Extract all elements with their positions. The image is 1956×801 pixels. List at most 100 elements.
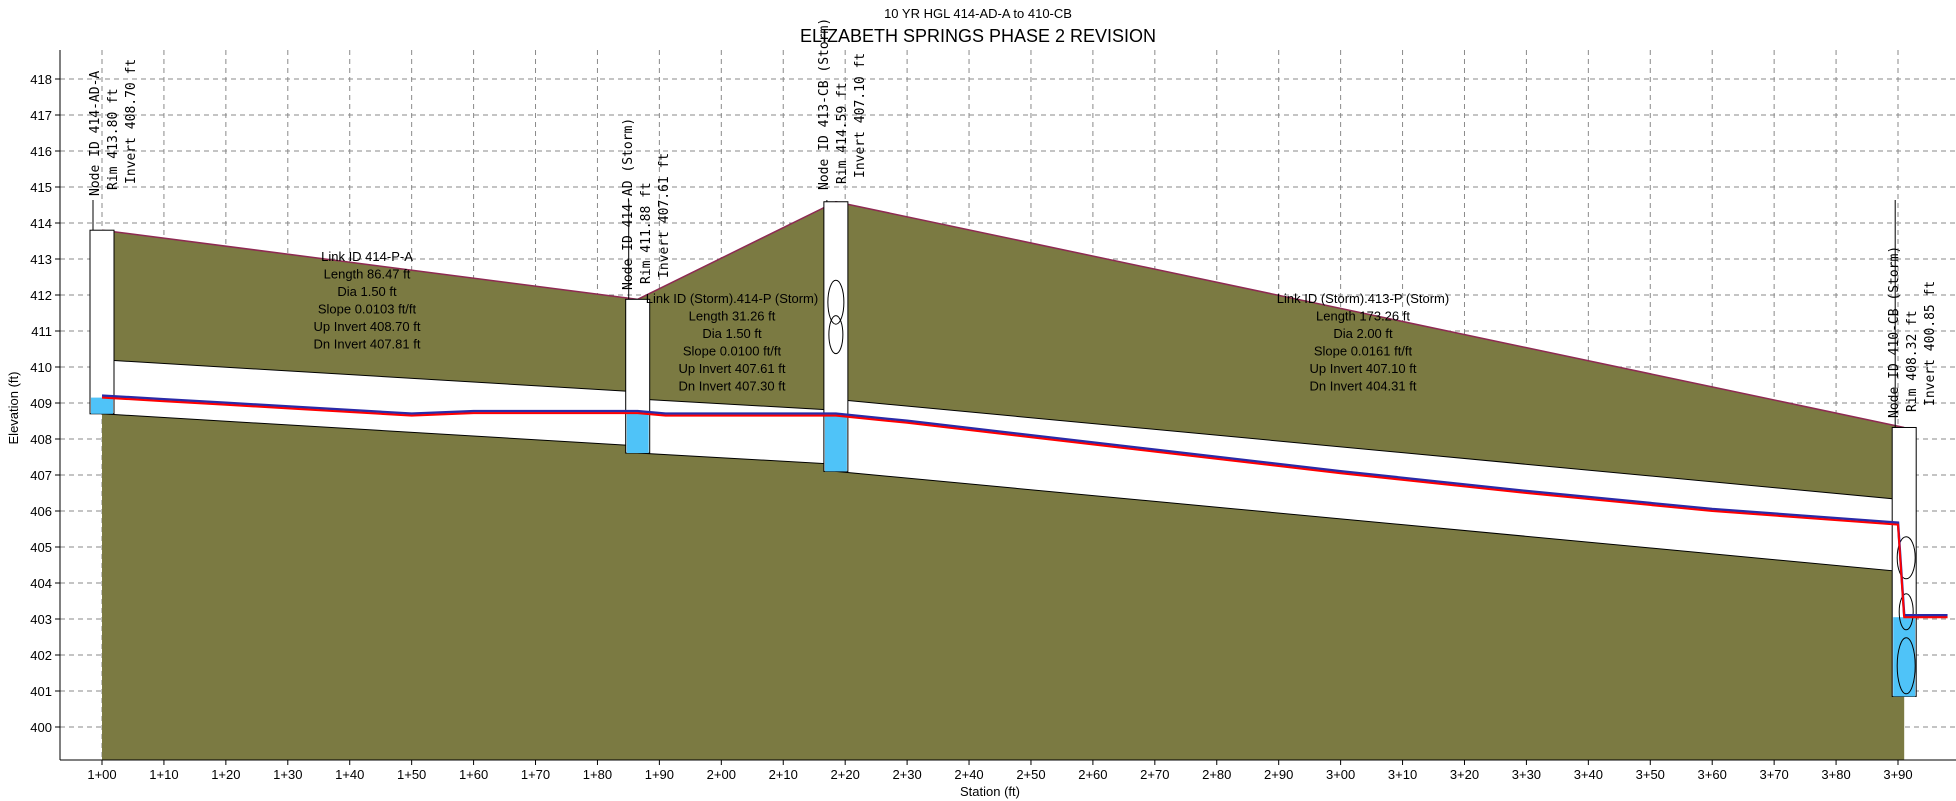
x-tick-label: 3+30 [1512, 767, 1541, 782]
chart-subtitle: 10 YR HGL 414-AD-A to 410-CB [884, 6, 1072, 21]
y-tick-label: 406 [30, 504, 52, 519]
x-tick-label: 3+60 [1698, 767, 1727, 782]
link-label-line: Dia 1.50 ft [337, 284, 397, 299]
node-label-line: Node ID 414-AD (Storm) [621, 118, 636, 290]
structure-water [91, 397, 113, 414]
y-tick-label: 410 [30, 360, 52, 375]
link-label-line: Slope 0.0161 ft/ft [1314, 344, 1413, 359]
y-tick-label: 404 [30, 576, 52, 591]
x-tick-label: 2+00 [707, 767, 736, 782]
outlet-marker [1898, 593, 1914, 631]
y-tick-label: 405 [30, 540, 52, 555]
x-tick-label: 3+70 [1759, 767, 1788, 782]
link-label-line: Up Invert 407.10 ft [1310, 361, 1417, 376]
x-tick-label: 3+00 [1326, 767, 1355, 782]
structure-water [626, 413, 649, 454]
y-tick-label: 407 [30, 468, 52, 483]
structure-water [824, 415, 847, 472]
x-tick-label: 2+40 [954, 767, 983, 782]
node-label-line: Node ID 414-AD-A [88, 71, 103, 196]
y-tick-label: 401 [30, 684, 52, 699]
x-tick-label: 2+80 [1202, 767, 1231, 782]
x-tick-label: 3+20 [1450, 767, 1479, 782]
x-tick-label: 1+80 [583, 767, 612, 782]
hgl-line-path [101, 396, 1948, 619]
x-tick-label: 1+90 [645, 767, 674, 782]
node-label-line: Invert 407.10 ft [853, 53, 868, 178]
node-label-line: Rim 414.59 ft [835, 82, 850, 184]
annotations: Node ID 414-AD-A Rim 413.80 ft Invert 408.… [88, 18, 1938, 418]
x-tick-label: 3+90 [1883, 767, 1912, 782]
x-tick-label: 2+70 [1140, 767, 1169, 782]
y-tick-label: 400 [30, 720, 52, 735]
y-tick-label: 413 [30, 252, 52, 267]
structure [89, 229, 115, 415]
link-label-line: Up Invert 408.70 ft [314, 319, 421, 334]
y-tick-label: 417 [30, 108, 52, 123]
structures [89, 200, 1917, 697]
structure-water [1893, 617, 1916, 697]
node-label-line: Invert 400.85 ft [1923, 281, 1938, 406]
y-tick-label: 408 [30, 432, 52, 447]
x-tick-label: 1+30 [273, 767, 302, 782]
node-label-line: Rim 411.88 ft [639, 182, 654, 284]
y-tick-label: 411 [31, 324, 52, 339]
node-label-line: Node ID 410-CB (Storm) [1887, 246, 1902, 418]
x-tick-label: 3+10 [1388, 767, 1417, 782]
x-tick-label: 1+20 [211, 767, 240, 782]
x-tick-label: 2+90 [1264, 767, 1293, 782]
x-tick-label: 1+40 [335, 767, 364, 782]
x-tick-label: 2+50 [1016, 767, 1045, 782]
link-label-line: Dia 1.50 ft [702, 326, 762, 341]
x-tick-label: 1+70 [521, 767, 550, 782]
y-tick-label: 418 [30, 72, 52, 87]
y-tick-label: 402 [30, 648, 52, 663]
link-label-line: Link ID (Storm).413-P (Storm) [1277, 291, 1449, 306]
outlet-marker [1896, 637, 1916, 695]
x-tick-label: 3+40 [1574, 767, 1603, 782]
link-label-line: Dn Invert 407.30 ft [679, 379, 786, 394]
x-tick-label: 2+30 [892, 767, 921, 782]
y-tick-label: 416 [30, 144, 52, 159]
x-tick-label: 2+20 [831, 767, 860, 782]
grate-marker [828, 315, 844, 355]
link-label-line: Length 86.47 ft [324, 267, 411, 282]
x-tick-label: 3+50 [1636, 767, 1665, 782]
node-label-line: Invert 407.61 ft [657, 153, 672, 278]
link-label-line: Length 31.26 ft [689, 309, 776, 324]
x-tick-label: 2+10 [769, 767, 798, 782]
link-label-line: Link ID 414-P-A [321, 249, 413, 264]
node-label-line: Node ID 413-CB (Storm) [817, 18, 832, 190]
link-label-line: Dn Invert 404.31 ft [1310, 379, 1417, 394]
x-tick-label: 3+80 [1821, 767, 1850, 782]
link-label-line: Up Invert 407.61 ft [679, 361, 786, 376]
link-label-line: Slope 0.0100 ft/ft [683, 344, 782, 359]
x-tick-label: 1+60 [459, 767, 488, 782]
y-axis-label: Elevation (ft) [6, 372, 21, 445]
x-axis-label: Station (ft) [960, 784, 1020, 799]
node-label-line: Invert 408.70 ft [124, 59, 139, 184]
x-tick-label: 1+50 [397, 767, 426, 782]
x-tick-label: 1+10 [149, 767, 178, 782]
hgl-line [101, 394, 1948, 619]
chart-title: ELIZABETH SPRINGS PHASE 2 REVISION [799, 26, 1157, 46]
grate-marker [827, 279, 845, 325]
ground-surface-line [101, 200, 1905, 429]
y-tick-label: 409 [30, 396, 52, 411]
link-label-line: Dia 2.00 ft [1333, 326, 1393, 341]
y-tick-label: 414 [30, 216, 52, 231]
link-label-line: Link ID (Storm).414-P (Storm) [646, 291, 818, 306]
pipe-segment [637, 398, 837, 465]
node-label-line: Rim 408.32 ft [1905, 310, 1920, 412]
link-label-line: Dn Invert 407.81 ft [314, 337, 421, 352]
y-tick-label: 415 [30, 180, 52, 195]
axes: 400 401 402 403 404 405 406 407 408 409 410 411 412 4… [30, 50, 1956, 782]
link-label-line: Length 173.26 ft [1316, 309, 1410, 324]
y-tick-label: 403 [30, 612, 52, 627]
x-tick-label: 1+00 [87, 767, 116, 782]
x-tick-label: 2+60 [1078, 767, 1107, 782]
y-tick-label: 412 [30, 288, 52, 303]
egl-line [101, 394, 1948, 617]
link-label-line: Slope 0.0103 ft/ft [318, 302, 417, 317]
